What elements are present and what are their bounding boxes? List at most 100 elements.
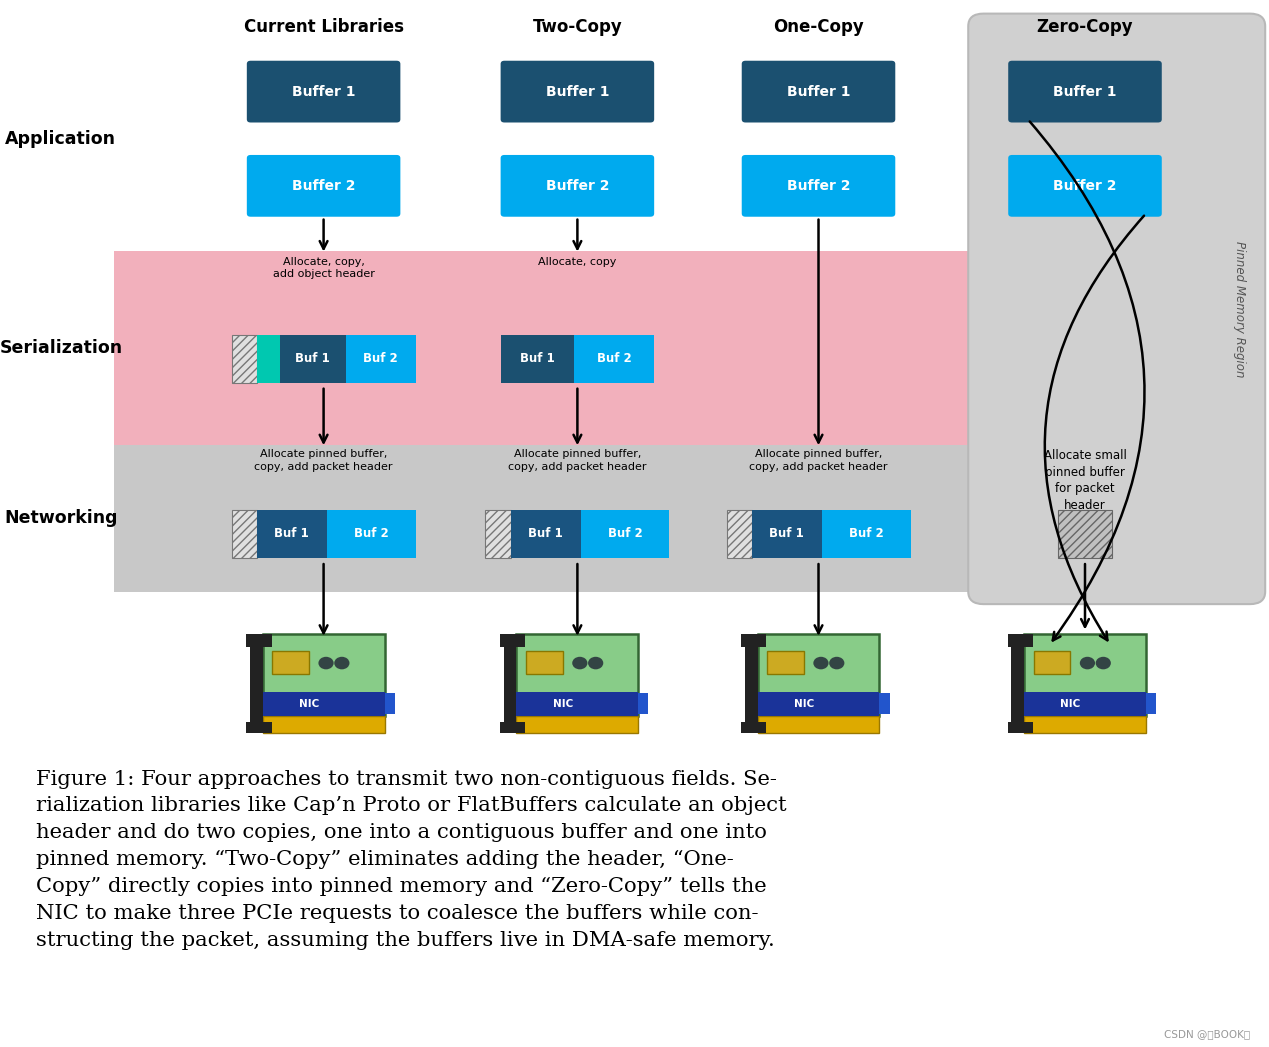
Text: Pinned Memory Region: Pinned Memory Region: [1233, 241, 1246, 377]
Text: Current Libraries: Current Libraries: [244, 18, 404, 36]
FancyBboxPatch shape: [247, 61, 401, 122]
Text: Buf 1: Buf 1: [274, 528, 310, 540]
Text: Application: Application: [5, 130, 117, 148]
Circle shape: [829, 656, 844, 669]
Bar: [279, 335, 345, 383]
Bar: [506, 693, 516, 714]
Bar: [485, 510, 511, 558]
Bar: [741, 722, 766, 733]
Bar: [511, 510, 581, 558]
FancyBboxPatch shape: [501, 155, 655, 217]
Text: Buf 1: Buf 1: [520, 352, 555, 365]
Circle shape: [1095, 656, 1110, 669]
FancyBboxPatch shape: [741, 61, 896, 122]
FancyBboxPatch shape: [501, 61, 655, 122]
Bar: [745, 634, 758, 733]
Text: Buf 2: Buf 2: [596, 352, 631, 365]
Bar: [345, 335, 416, 383]
Bar: [114, 251, 1250, 445]
Bar: [527, 651, 562, 673]
Bar: [256, 335, 279, 383]
Text: Buf 1: Buf 1: [769, 528, 805, 540]
Bar: [751, 510, 822, 558]
Bar: [1058, 510, 1112, 558]
Text: Allocate, copy,
add object header: Allocate, copy, add object header: [273, 257, 374, 280]
Bar: [1011, 634, 1024, 733]
Text: Buffer 2: Buffer 2: [546, 179, 609, 193]
Bar: [1008, 634, 1033, 647]
Bar: [727, 510, 751, 558]
Text: Allocate small
pinned buffer
for packet
header: Allocate small pinned buffer for packet …: [1043, 449, 1127, 512]
Bar: [250, 634, 263, 733]
Circle shape: [334, 656, 349, 669]
Bar: [263, 716, 385, 733]
Bar: [500, 634, 525, 647]
FancyBboxPatch shape: [1009, 155, 1162, 217]
Text: Two-Copy: Two-Copy: [533, 18, 622, 36]
FancyBboxPatch shape: [247, 155, 401, 217]
Bar: [1024, 692, 1146, 716]
Circle shape: [1080, 656, 1095, 669]
FancyBboxPatch shape: [1024, 634, 1146, 716]
Bar: [768, 651, 803, 673]
Bar: [1024, 716, 1146, 733]
Text: Buffer 1: Buffer 1: [787, 85, 850, 98]
FancyBboxPatch shape: [758, 634, 879, 716]
Bar: [581, 510, 670, 558]
Bar: [501, 335, 575, 383]
Bar: [516, 716, 638, 733]
Bar: [385, 693, 395, 714]
Bar: [253, 693, 263, 714]
Circle shape: [572, 656, 588, 669]
Text: Allocate pinned buffer,
copy, add packet header: Allocate pinned buffer, copy, add packet…: [254, 449, 393, 472]
Text: Buffer 1: Buffer 1: [1053, 85, 1117, 98]
Bar: [758, 692, 879, 716]
Bar: [246, 634, 272, 647]
Bar: [822, 510, 911, 558]
Bar: [741, 634, 766, 647]
Text: Buf 2: Buf 2: [363, 352, 398, 365]
Bar: [504, 634, 516, 733]
Text: One-Copy: One-Copy: [773, 18, 864, 36]
FancyBboxPatch shape: [263, 634, 385, 716]
Bar: [1146, 693, 1156, 714]
Text: Allocate, copy: Allocate, copy: [538, 257, 617, 267]
Bar: [575, 335, 654, 383]
Text: Allocate pinned buffer,
copy, add packet header: Allocate pinned buffer, copy, add packet…: [749, 449, 888, 472]
Text: Networking: Networking: [4, 509, 118, 528]
Text: Allocate pinned buffer,
copy, add packet header: Allocate pinned buffer, copy, add packet…: [508, 449, 647, 472]
Circle shape: [319, 656, 334, 669]
FancyBboxPatch shape: [741, 155, 896, 217]
Bar: [747, 693, 758, 714]
Bar: [232, 335, 256, 383]
Bar: [1034, 651, 1070, 673]
Bar: [638, 693, 648, 714]
Text: Serialization: Serialization: [0, 339, 123, 357]
Bar: [879, 693, 890, 714]
Text: Zero-Copy: Zero-Copy: [1037, 18, 1133, 36]
Bar: [246, 722, 272, 733]
Bar: [273, 651, 308, 673]
Bar: [114, 445, 1250, 592]
Bar: [263, 692, 385, 716]
Bar: [1008, 722, 1033, 733]
Text: NIC: NIC: [1061, 699, 1080, 709]
Bar: [232, 510, 256, 558]
Text: NIC: NIC: [553, 699, 572, 709]
FancyBboxPatch shape: [516, 634, 638, 716]
Bar: [1014, 693, 1024, 714]
FancyBboxPatch shape: [968, 14, 1265, 604]
Text: NIC: NIC: [299, 699, 319, 709]
Text: CSDN @妙BOOK君: CSDN @妙BOOK君: [1164, 1028, 1250, 1039]
Text: Buffer 2: Buffer 2: [787, 179, 850, 193]
Bar: [327, 510, 416, 558]
Circle shape: [813, 656, 829, 669]
Bar: [256, 510, 327, 558]
Bar: [500, 722, 525, 733]
Text: Buf 2: Buf 2: [608, 528, 642, 540]
Bar: [758, 716, 879, 733]
Text: Buf 2: Buf 2: [354, 528, 388, 540]
Text: Buf 1: Buf 1: [296, 352, 330, 365]
Bar: [516, 692, 638, 716]
Text: Buffer 1: Buffer 1: [546, 85, 609, 98]
